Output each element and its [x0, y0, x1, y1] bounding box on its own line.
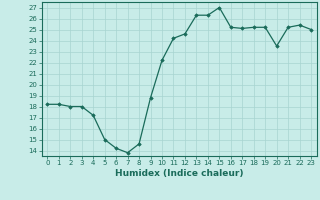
- X-axis label: Humidex (Indice chaleur): Humidex (Indice chaleur): [115, 169, 244, 178]
